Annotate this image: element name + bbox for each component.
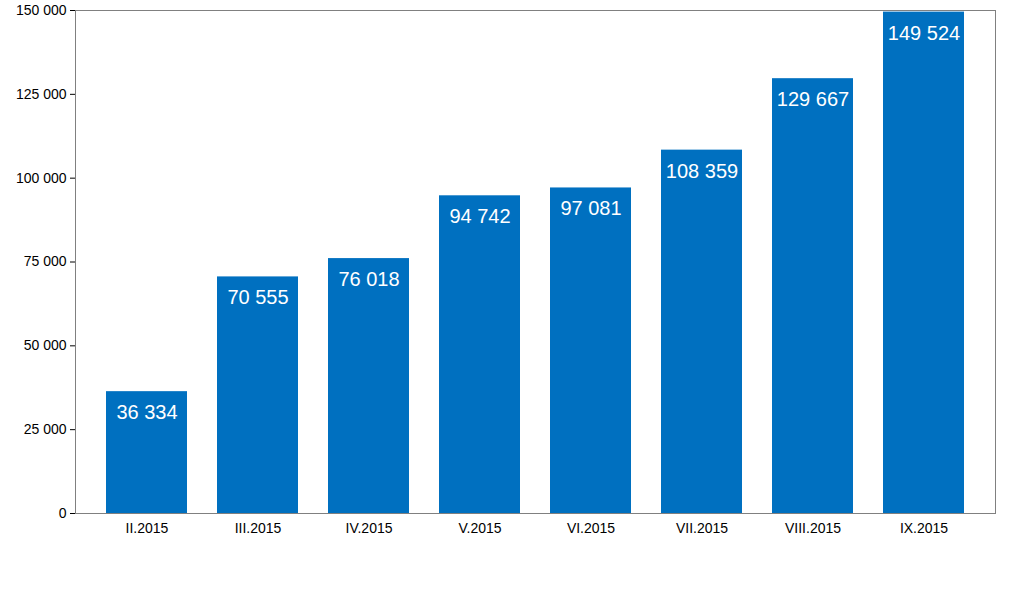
svg-text:VI.2015: VI.2015 (567, 520, 615, 536)
svg-text:IV.2015: IV.2015 (346, 520, 393, 536)
svg-text:76 018: 76 018 (338, 268, 399, 290)
svg-text:VIII.2015: VIII.2015 (785, 520, 841, 536)
svg-text:94 742: 94 742 (449, 205, 510, 227)
svg-text:VII.2015: VII.2015 (676, 520, 728, 536)
svg-text:IX.2015: IX.2015 (900, 520, 948, 536)
svg-text:125 000: 125 000 (16, 86, 67, 102)
svg-text:0: 0 (59, 505, 67, 521)
svg-text:108 359: 108 359 (666, 160, 738, 182)
svg-text:III.2015: III.2015 (235, 520, 282, 536)
svg-text:149 524: 149 524 (888, 21, 960, 43)
svg-text:129 667: 129 667 (777, 88, 849, 110)
svg-text:150 000: 150 000 (16, 2, 67, 18)
svg-text:V.2015: V.2015 (458, 520, 501, 536)
svg-text:100 000: 100 000 (16, 170, 67, 186)
svg-text:70 555: 70 555 (227, 286, 288, 308)
svg-text:36 334: 36 334 (116, 401, 177, 423)
svg-text:25 000: 25 000 (24, 421, 67, 437)
svg-text:II.2015: II.2015 (126, 520, 169, 536)
svg-text:75 000: 75 000 (24, 253, 67, 269)
svg-text:97 081: 97 081 (560, 197, 621, 219)
svg-text:50 000: 50 000 (24, 337, 67, 353)
